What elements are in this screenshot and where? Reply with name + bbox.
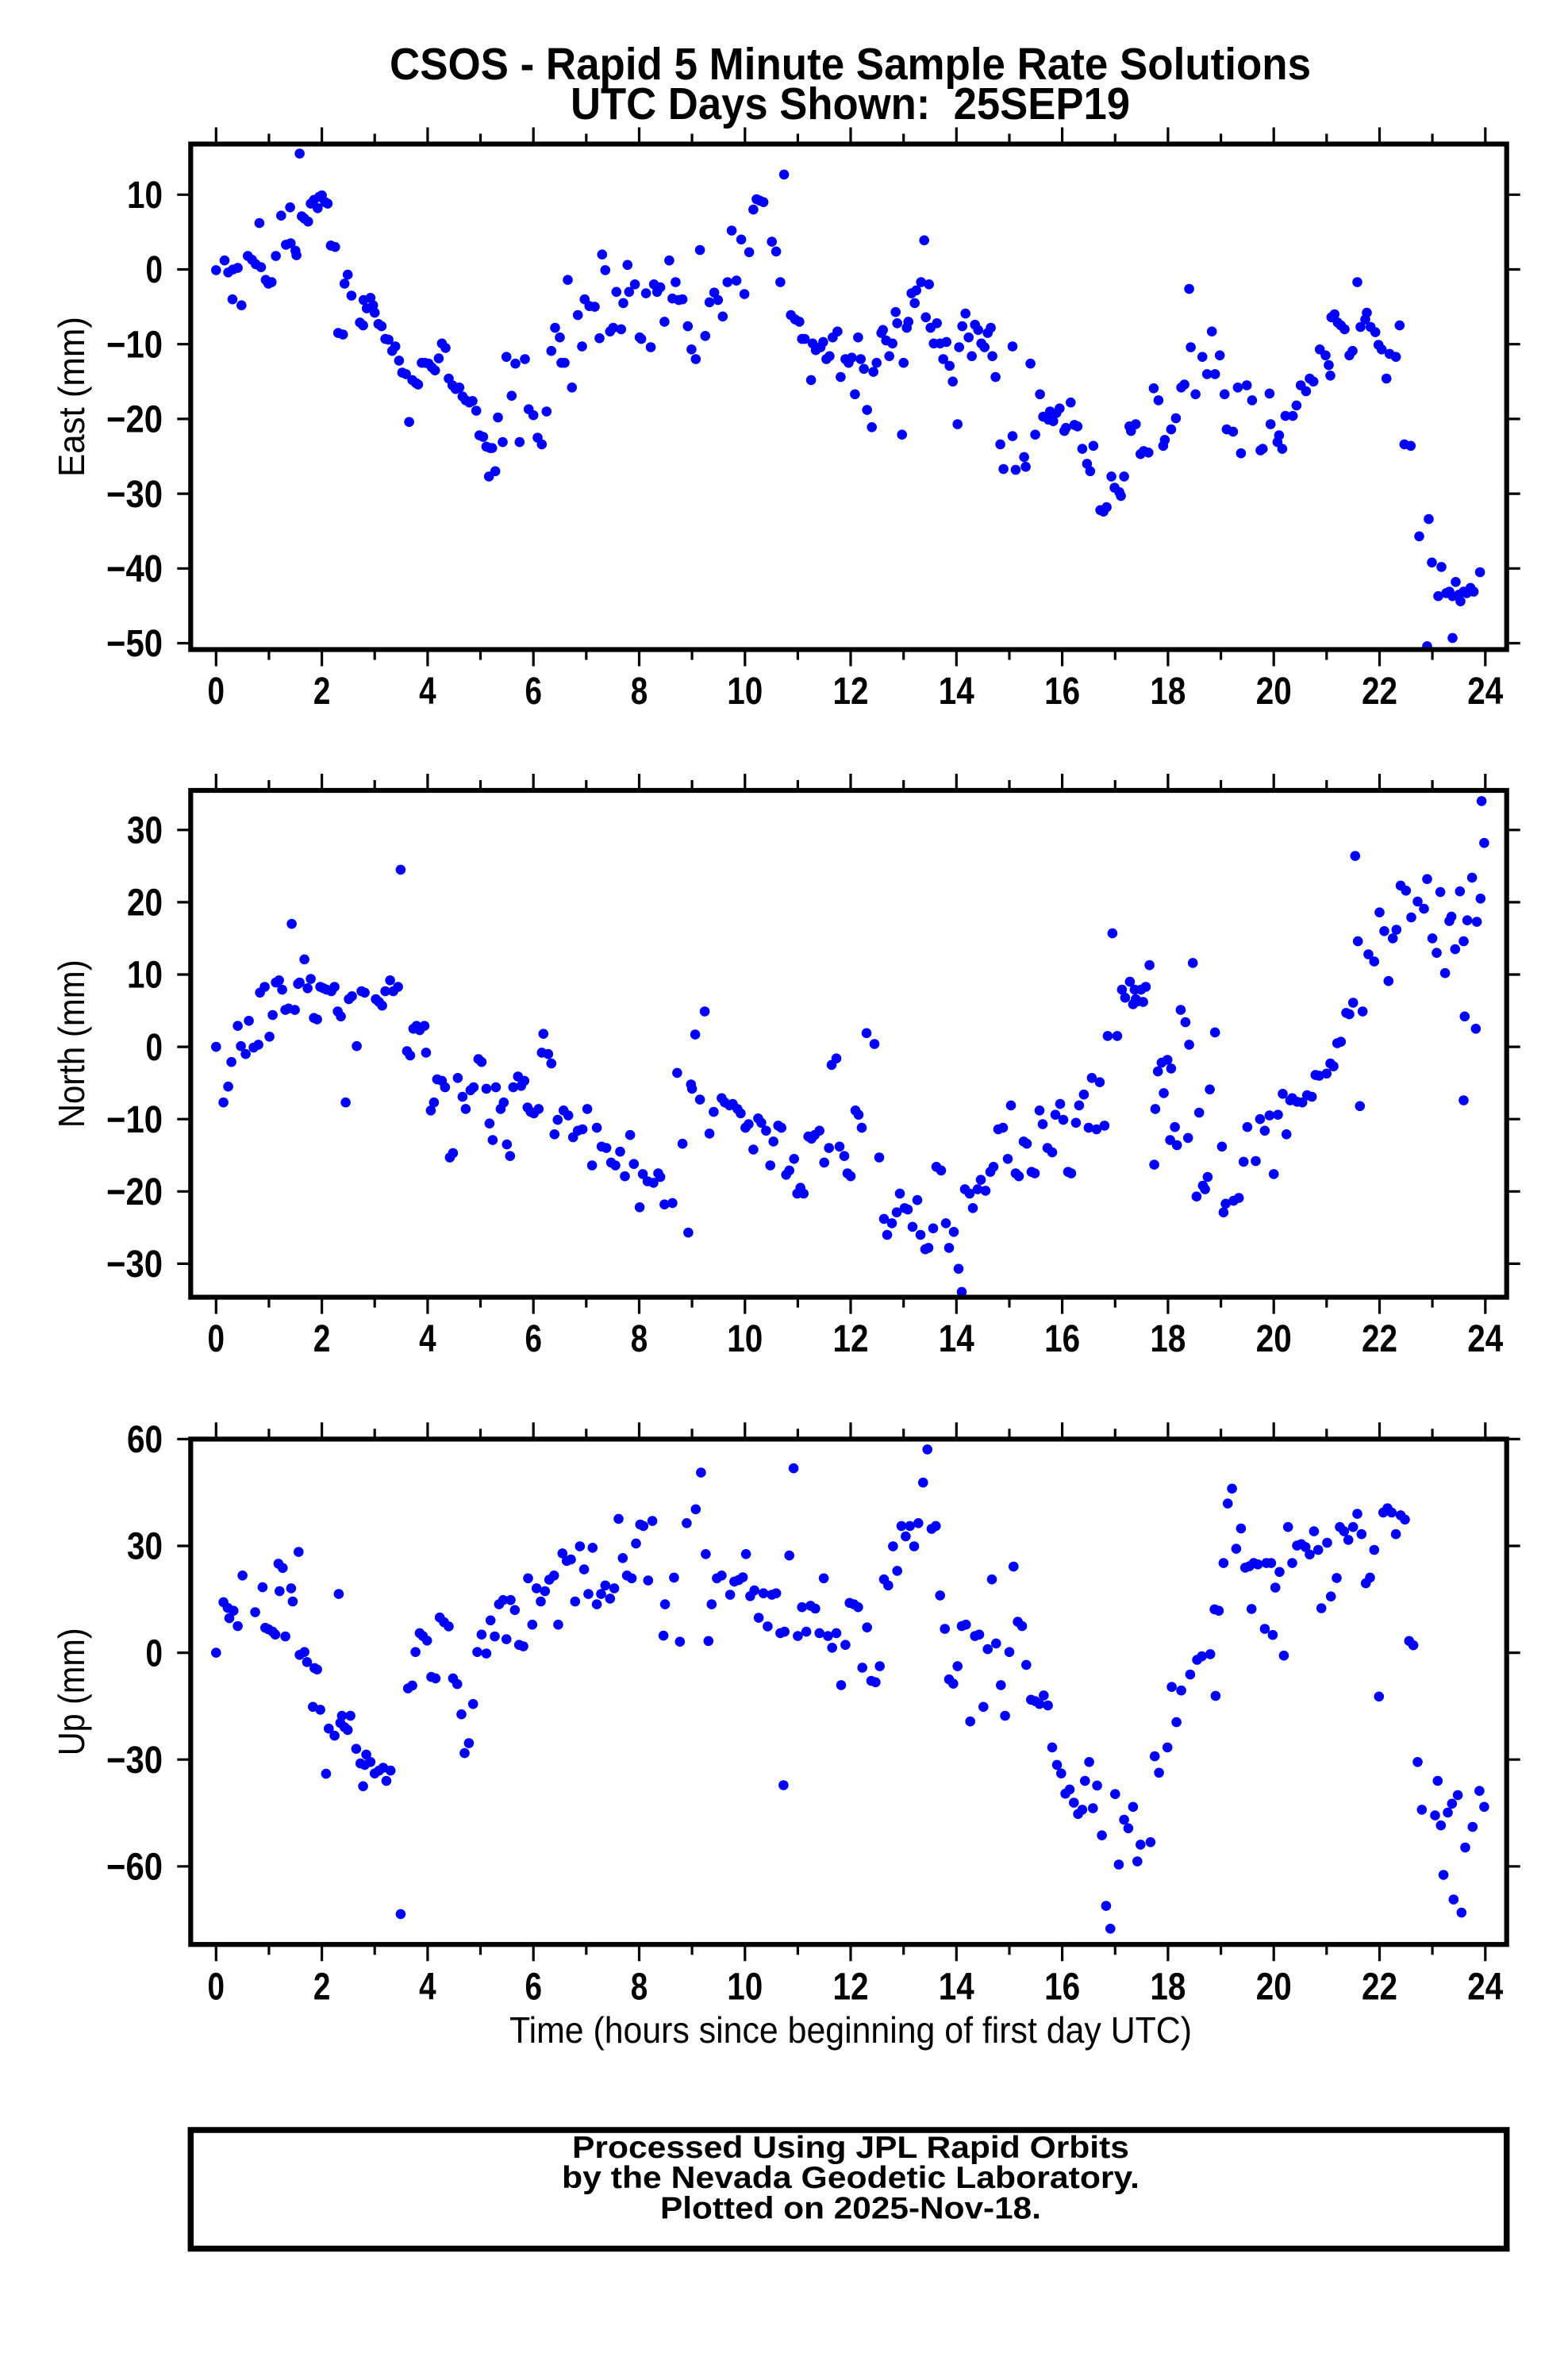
svg-text:16: 16 xyxy=(1044,671,1080,713)
svg-text:6: 6 xyxy=(525,671,542,713)
svg-text:10: 10 xyxy=(127,175,163,217)
svg-text:4: 4 xyxy=(419,671,436,713)
svg-text:Time (hours since beginning of: Time (hours since beginning of first day… xyxy=(509,2009,1192,2051)
svg-text:20: 20 xyxy=(1256,1967,1292,2009)
svg-text:East (mm): East (mm) xyxy=(51,317,92,477)
svg-text:8: 8 xyxy=(631,1318,648,1360)
svg-text:12: 12 xyxy=(833,1318,869,1360)
svg-text:−20: −20 xyxy=(106,399,163,441)
svg-text:−20: −20 xyxy=(106,1171,163,1213)
svg-text:−10: −10 xyxy=(106,1099,163,1141)
svg-text:30: 30 xyxy=(127,1526,163,1568)
svg-text:0: 0 xyxy=(146,1632,163,1674)
svg-text:Processed Using JPL Rapid Orbi: Processed Using JPL Rapid Orbits xyxy=(572,2131,1129,2165)
svg-text:22: 22 xyxy=(1362,1967,1397,2009)
svg-text:20: 20 xyxy=(1256,671,1292,713)
svg-text:−50: −50 xyxy=(106,623,163,665)
svg-text:20: 20 xyxy=(127,882,163,925)
svg-text:Up (mm): Up (mm) xyxy=(51,1628,92,1755)
svg-text:14: 14 xyxy=(939,1967,974,2009)
svg-text:22: 22 xyxy=(1362,1318,1397,1360)
svg-text:2: 2 xyxy=(313,1967,331,2009)
svg-text:North (mm): North (mm) xyxy=(51,959,92,1128)
svg-text:60: 60 xyxy=(127,1419,163,1461)
svg-text:12: 12 xyxy=(833,671,869,713)
svg-text:0: 0 xyxy=(146,249,163,291)
svg-text:12: 12 xyxy=(833,1967,869,2009)
svg-text:−30: −30 xyxy=(106,474,163,516)
svg-text:Plotted on 2025-Nov-18.: Plotted on 2025-Nov-18. xyxy=(660,2191,1041,2225)
svg-text:0: 0 xyxy=(208,1967,225,2009)
svg-text:0: 0 xyxy=(146,1027,163,1069)
svg-text:10: 10 xyxy=(727,1967,763,2009)
svg-text:4: 4 xyxy=(419,1318,436,1360)
svg-text:0: 0 xyxy=(208,671,225,713)
svg-text:20: 20 xyxy=(1256,1318,1292,1360)
svg-text:−60: −60 xyxy=(106,1847,163,1889)
svg-text:−30: −30 xyxy=(106,1244,163,1286)
svg-text:10: 10 xyxy=(127,955,163,997)
svg-text:2: 2 xyxy=(313,1318,331,1360)
svg-text:4: 4 xyxy=(419,1967,436,2009)
svg-text:10: 10 xyxy=(727,1318,763,1360)
svg-text:6: 6 xyxy=(525,1967,542,2009)
svg-text:18: 18 xyxy=(1150,1318,1186,1360)
svg-text:UTC Days Shown: 25SEP19: UTC Days Shown: 25SEP19 xyxy=(571,79,1130,129)
svg-text:14: 14 xyxy=(939,1318,974,1360)
svg-text:24: 24 xyxy=(1467,671,1503,713)
svg-text:by the Nevada Geodetic Laborat: by the Nevada Geodetic Laboratory. xyxy=(562,2161,1139,2195)
svg-text:−30: −30 xyxy=(106,1740,163,1782)
svg-text:−10: −10 xyxy=(106,324,163,366)
svg-text:30: 30 xyxy=(127,810,163,852)
svg-text:0: 0 xyxy=(208,1318,225,1360)
svg-text:8: 8 xyxy=(631,671,648,713)
svg-text:10: 10 xyxy=(727,671,763,713)
svg-text:18: 18 xyxy=(1150,1967,1186,2009)
svg-text:16: 16 xyxy=(1044,1318,1080,1360)
svg-text:24: 24 xyxy=(1467,1318,1503,1360)
svg-text:22: 22 xyxy=(1362,671,1397,713)
svg-text:16: 16 xyxy=(1044,1967,1080,2009)
svg-text:−40: −40 xyxy=(106,548,163,590)
svg-text:18: 18 xyxy=(1150,671,1186,713)
svg-text:24: 24 xyxy=(1467,1967,1503,2009)
svg-text:14: 14 xyxy=(939,671,974,713)
svg-text:CSOS - Rapid 5 Minute Sample R: CSOS - Rapid 5 Minute Sample Rate Soluti… xyxy=(390,39,1311,90)
svg-text:6: 6 xyxy=(525,1318,542,1360)
svg-text:2: 2 xyxy=(313,671,331,713)
svg-text:8: 8 xyxy=(631,1967,648,2009)
